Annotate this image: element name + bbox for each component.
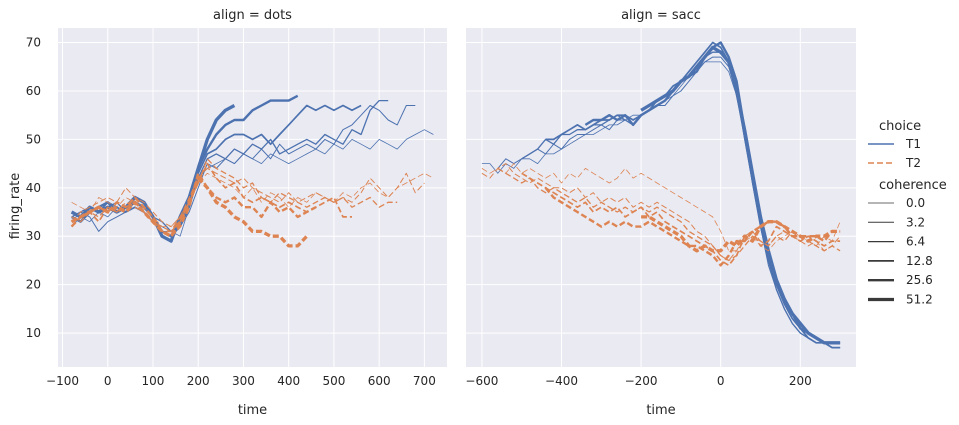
series-line-t2-coh-25-6 [70,172,317,238]
series-line-t2-coh-51-2 [70,176,309,248]
series-line-t1-coh-12-8 [545,41,841,349]
x-tick-label: −200 [625,374,658,388]
legend-label-coherence: 12.8 [906,254,933,268]
series-line-t2-coh-3-2 [481,163,841,261]
series-line-t1-coh-51-2 [640,45,841,345]
x-tick-labels: −600 −400 −200 0 200 [465,374,811,388]
series-line-t2-coh-12-8 [71,162,352,233]
series-lines [481,41,841,349]
x-tick-label: −100 [46,374,79,388]
y-tick-label: 70 [26,36,41,50]
x-tick-label: 700 [413,374,436,388]
legend-title-coherence: coherence [879,178,947,193]
y-tick-label: 40 [26,181,41,195]
legend-label-coherence: 51.2 [906,293,933,307]
legend-label-t2: T2 [905,156,921,170]
legend-label-coherence: 25.6 [906,273,933,287]
x-tick-label: 600 [368,374,391,388]
series-line-t2-coh-25-6 [544,187,841,267]
x-tick-label: −600 [465,374,498,388]
x-tick-label: 0 [717,374,725,388]
legend-label-coherence: 0.0 [906,196,925,210]
series-line-t2-coh-12-8 [521,172,841,267]
x-tick-label: 400 [277,374,300,388]
plot-background [466,28,856,367]
panel-title: align = dots [213,8,292,23]
x-tick-label: 300 [232,374,255,388]
x-tick-label: 200 [187,374,210,388]
legend-label-coherence: 3.2 [906,215,925,229]
series-lines [70,94,434,248]
y-axis-label: firing_rate [8,173,23,240]
y-tick-labels: 10 20 30 40 50 60 70 [26,36,41,341]
y-tick-label: 50 [26,132,41,146]
panel-align-dots: −100 0 100 200 300 400 500 600 700 10 20 30 40 50 60 7… [26,8,447,418]
x-axis-label: time [238,403,267,418]
coherence-legend-entries: 0.0 3.2 6.4 12.8 25.6 51.2 [868,196,933,307]
grid-lines [466,28,856,367]
panel-align-sacc: −600 −400 −200 0 200 align = sacc time [465,8,856,418]
plot-background [58,28,447,367]
series-line-t2-coh-6-4 [497,167,841,262]
y-tick-label: 10 [26,326,41,340]
legend-label-t1: T1 [905,137,921,151]
y-tick-label: 20 [26,278,41,292]
x-axis-label: time [646,403,675,418]
x-tick-label: 500 [322,374,345,388]
x-tick-label: −400 [545,374,578,388]
x-tick-label: 200 [789,374,812,388]
y-tick-label: 30 [26,229,41,243]
legend: choice T1 T2 coherence 0.0 3.2 6.4 12.8 25.6… [868,119,947,307]
x-tick-labels: −100 0 100 200 300 400 500 600 700 [46,374,436,388]
series-line-t2-coh-3-2 [71,167,425,228]
panel-title: align = sacc [621,8,701,23]
series-line-t2-coh-51-2 [641,215,841,253]
x-tick-label: 100 [142,374,165,388]
legend-title-choice: choice [879,119,921,134]
series-line-t1-coh-51-2 [70,104,236,243]
y-tick-label: 60 [26,84,41,98]
legend-label-coherence: 6.4 [906,235,925,249]
x-tick-label: 0 [104,374,112,388]
